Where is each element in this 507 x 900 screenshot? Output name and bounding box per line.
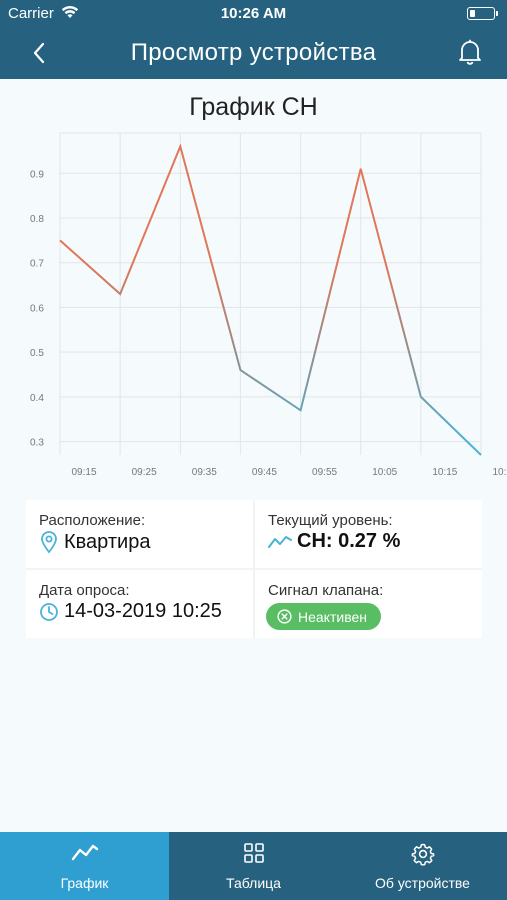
- valve-signal-cell: Сигнал клапана: Неактивен: [255, 570, 482, 638]
- current-level-value-row: CH: 0.27 %: [268, 530, 400, 553]
- poll-date-value: 14-03-2019 10:25: [64, 600, 222, 622]
- location-pin-icon: [41, 531, 57, 554]
- current-level-label: Текущий уровень:: [268, 512, 393, 529]
- poll-date-value-row: 14-03-2019 10:25: [39, 600, 222, 623]
- data-point: [420, 396, 422, 398]
- x-tick-label: 10:05: [372, 467, 397, 478]
- x-tick-label: 09:45: [252, 467, 277, 478]
- tab-about-device-label: Об устройстве: [375, 875, 470, 891]
- y-tick-label: 0.9: [30, 169, 44, 180]
- current-level-cell: Текущий уровень: CH: 0.27 %: [255, 500, 482, 568]
- y-tick-label: 0.4: [30, 393, 44, 404]
- carrier-label: Carrier: [8, 5, 54, 22]
- ch-line-chart: 0.90.80.70.60.50.40.3 09:15 09:25 09:35 09:…: [30, 132, 507, 478]
- data-point: [360, 168, 362, 170]
- x-tick-label: 09:25: [132, 467, 157, 478]
- location-label: Расположение:: [39, 512, 146, 529]
- data-point: [300, 409, 302, 411]
- x-axis-ticks: 09:15 09:25 09:35 09:45 09:55 10:05 10:15 10:25: [71, 467, 507, 478]
- trend-line-icon: [268, 535, 292, 548]
- valve-signal-label: Сигнал клапана:: [268, 582, 384, 599]
- x-tick-label: 10:25: [492, 467, 507, 478]
- y-tick-label: 0.6: [30, 303, 44, 314]
- location-cell: Расположение: Квартира: [26, 500, 253, 568]
- y-tick-label: 0.8: [30, 214, 44, 225]
- data-point: [119, 293, 121, 295]
- chart-grid: [59, 132, 482, 455]
- data-point: [59, 239, 61, 241]
- location-value: Квартира: [64, 530, 151, 553]
- grid-icon: [243, 843, 264, 863]
- y-tick-label: 0.7: [30, 259, 44, 270]
- close-circle-icon: [277, 609, 292, 624]
- x-tick-label: 09:55: [312, 467, 337, 478]
- tab-table-label: Таблица: [226, 875, 281, 891]
- clock-label: 10:26 AM: [220, 5, 287, 22]
- ch-series: [59, 143, 482, 456]
- data-point: [239, 369, 241, 371]
- chart-line-icon: [71, 844, 98, 861]
- device-info-card: Расположение: Квартира Текущий уровень: …: [26, 500, 482, 638]
- status-bar: Carrier 10:26 AM: [0, 0, 507, 28]
- y-tick-label: 0.3: [30, 438, 44, 449]
- chevron-left-icon: [33, 42, 45, 64]
- battery-level-fill: [469, 9, 475, 17]
- tab-chart-label: График: [60, 875, 109, 891]
- page-title: Просмотр устройства: [130, 39, 377, 66]
- nav-bar: Просмотр устройства: [0, 28, 507, 79]
- x-tick-label: 09:35: [192, 467, 217, 478]
- gear-icon: [411, 843, 434, 866]
- battery-icon: [467, 7, 498, 20]
- chart-title: График CH: [189, 93, 318, 121]
- poll-date-cell: Дата опроса: 14-03-2019 10:25: [26, 570, 253, 638]
- data-point: [179, 145, 181, 147]
- x-tick-label: 09:15: [71, 467, 96, 478]
- y-tick-label: 0.5: [30, 348, 44, 359]
- location-value-row: Квартира: [39, 530, 150, 554]
- tab-bar: График Таблица Об устройстве: [0, 832, 507, 900]
- bell-icon: [459, 39, 481, 65]
- notifications-button[interactable]: [455, 37, 485, 67]
- tab-about-device[interactable]: Об устройстве: [338, 832, 507, 900]
- back-button[interactable]: [24, 38, 54, 68]
- series-line: [59, 143, 482, 456]
- tab-table[interactable]: Таблица: [169, 832, 338, 900]
- tab-chart[interactable]: График: [0, 832, 169, 900]
- data-point: [480, 454, 482, 456]
- x-tick-label: 10:15: [432, 467, 457, 478]
- poll-date-label: Дата опроса:: [39, 582, 130, 599]
- clock-icon: [40, 602, 58, 621]
- wifi-icon: [61, 5, 79, 23]
- current-level-value: CH: 0.27 %: [297, 530, 401, 552]
- divider: [26, 568, 482, 570]
- valve-status-badge: Неактивен: [266, 603, 381, 630]
- y-axis-ticks: 0.9 0.8 0.7 0.6 0.5 0.4 0.3: [30, 169, 44, 448]
- valve-status-text: Неактивен: [298, 608, 367, 625]
